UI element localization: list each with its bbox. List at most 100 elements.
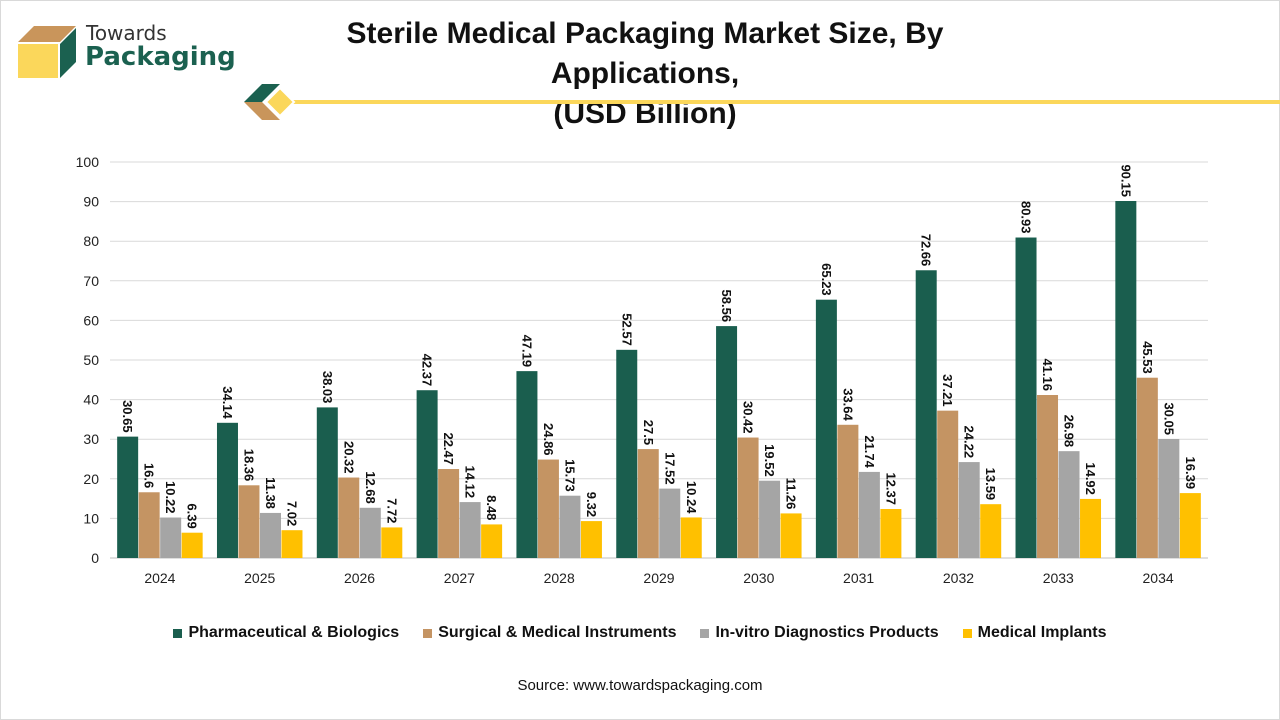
bar (880, 509, 902, 558)
data-label: 80.93 (1019, 201, 1034, 234)
bar (481, 524, 503, 558)
legend-swatch (423, 628, 433, 638)
data-label: 11.38 (263, 477, 278, 509)
bar (815, 299, 837, 558)
legend-label: In-vitro Diagnostics Products (715, 624, 939, 641)
data-label: 42.37 (420, 354, 435, 387)
bar (459, 502, 481, 558)
bar (1015, 237, 1037, 558)
data-label: 33.64 (840, 388, 855, 421)
data-label: 7.02 (284, 501, 299, 526)
bar (259, 512, 281, 558)
data-label: 65.23 (819, 263, 834, 296)
y-tick-label: 70 (83, 273, 99, 289)
legend-label: Surgical & Medical Instruments (438, 624, 677, 641)
chart-legend: Pharmaceutical & Biologics Surgical & Med… (0, 624, 1280, 642)
data-label: 9.32 (584, 492, 599, 517)
bar (737, 437, 759, 558)
bars (117, 201, 1201, 559)
data-label: 10.24 (684, 481, 699, 514)
x-tick-label: 2031 (843, 570, 874, 586)
bar (915, 270, 937, 558)
y-tick-label: 30 (83, 431, 99, 447)
bar (616, 349, 638, 558)
data-label: 24.86 (541, 423, 556, 456)
y-tick-label: 50 (83, 352, 99, 368)
bar (138, 492, 160, 558)
data-label: 52.57 (619, 313, 634, 346)
x-tick-label: 2032 (943, 570, 974, 586)
data-labels: 30.65 16.6 10.22 6.39 34.14 18.36 11.38 7.02 38.… (120, 164, 1198, 528)
x-tick-label: 2027 (444, 570, 475, 586)
bar (316, 407, 338, 558)
towards-packaging-logo (18, 26, 76, 78)
x-tick-label: 2025 (244, 570, 275, 586)
data-label: 12.68 (363, 471, 378, 504)
bar (1115, 201, 1137, 559)
bar (759, 480, 781, 558)
legend-swatch (700, 628, 710, 638)
bar (281, 530, 303, 558)
chart-title-line-1: Sterile Medical Packaging Market Size, B… (346, 17, 944, 90)
data-label: 58.56 (719, 290, 734, 323)
y-tick-label: 100 (76, 154, 100, 170)
bar (637, 449, 659, 558)
data-label: 30.65 (120, 400, 135, 433)
bar (438, 469, 460, 558)
bar (216, 422, 238, 558)
source-note: Source: www.towardspackaging.com (517, 677, 763, 694)
bar (559, 495, 581, 558)
data-label: 47.19 (519, 335, 534, 368)
legend-item: Medical Implants (962, 624, 1107, 642)
legend-item: In-vitro Diagnostics Products (700, 624, 939, 642)
data-label: 41.16 (1040, 358, 1055, 391)
data-label: 11.26 (784, 478, 799, 510)
data-label: 24.22 (962, 426, 977, 459)
bar (117, 436, 139, 558)
x-tick-label: 2024 (144, 570, 175, 586)
bar (858, 471, 880, 558)
y-tick-label: 0 (91, 550, 99, 566)
bar (359, 507, 381, 558)
bar (1136, 377, 1158, 558)
bar (160, 517, 182, 558)
data-label: 37.21 (940, 374, 955, 407)
bar (780, 513, 802, 558)
title-divider-decoration (244, 84, 1280, 120)
data-label: 30.42 (741, 401, 756, 434)
data-label: 14.92 (1083, 462, 1098, 495)
data-label: 10.22 (163, 481, 178, 514)
bar (338, 477, 360, 558)
legend-item: Surgical & Medical Instruments (423, 624, 676, 642)
x-axis-ticks: 2024 2025 2026 2027 2028 2029 2030 2031 2032 2033… (144, 570, 1174, 586)
data-label: 20.32 (341, 441, 356, 474)
bar (937, 410, 959, 558)
logo-text-towards: Towards (86, 21, 167, 45)
data-label: 21.74 (862, 435, 877, 468)
bar (537, 459, 559, 558)
bar (1058, 451, 1080, 558)
data-label: 45.53 (1140, 341, 1155, 374)
y-tick-label: 80 (83, 233, 99, 249)
bar (1080, 498, 1102, 558)
bar (1179, 493, 1201, 558)
bar (680, 517, 702, 558)
data-label: 22.47 (441, 432, 456, 465)
bar (1037, 395, 1059, 558)
bar (958, 462, 980, 558)
bar (1158, 439, 1180, 558)
data-label: 8.48 (484, 495, 499, 520)
data-label: 14.12 (463, 466, 478, 499)
data-label: 72.66 (919, 234, 934, 267)
x-tick-label: 2030 (743, 570, 774, 586)
legend-swatch (173, 628, 183, 638)
legend-swatch (962, 628, 972, 638)
data-label: 90.15 (1118, 164, 1133, 197)
data-label: 12.37 (883, 472, 898, 505)
bar (716, 326, 738, 558)
bar (238, 485, 260, 558)
y-tick-label: 90 (83, 194, 99, 210)
data-label: 38.03 (320, 371, 335, 404)
data-label: 13.59 (983, 468, 998, 501)
